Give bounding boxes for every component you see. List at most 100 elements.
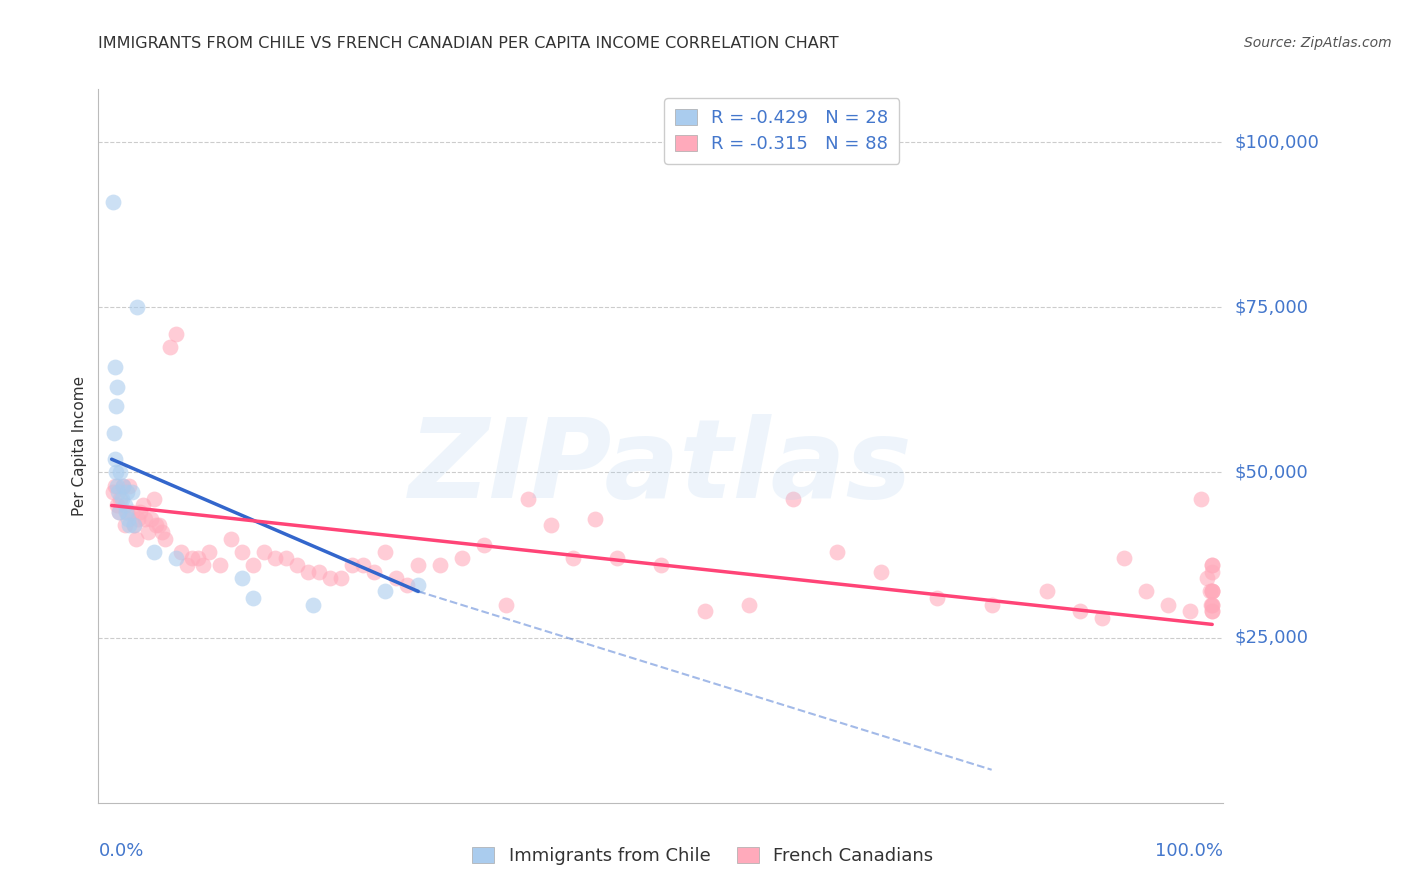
Point	[396, 578, 419, 592]
Point	[111, 478, 134, 492]
Point	[1091, 611, 1114, 625]
Point	[274, 551, 297, 566]
Point	[302, 598, 325, 612]
Point	[263, 551, 285, 566]
Point	[104, 359, 127, 374]
Point	[231, 545, 253, 559]
Text: 100.0%: 100.0%	[1156, 842, 1223, 860]
Point	[253, 545, 276, 559]
Point	[738, 598, 761, 612]
Point	[242, 558, 264, 572]
Point	[583, 511, 606, 525]
Point	[219, 532, 242, 546]
Point	[1201, 565, 1223, 579]
Text: $50,000: $50,000	[1234, 464, 1308, 482]
Point	[374, 545, 396, 559]
Point	[406, 578, 429, 592]
Legend: R = -0.429   N = 28, R = -0.315   N = 88: R = -0.429 N = 28, R = -0.315 N = 88	[665, 98, 900, 163]
Point	[122, 518, 145, 533]
Y-axis label: Per Capita Income: Per Capita Income	[72, 376, 87, 516]
Point	[606, 551, 628, 566]
Point	[125, 300, 148, 314]
Point	[870, 565, 893, 579]
Point	[108, 505, 131, 519]
Point	[101, 194, 124, 209]
Point	[474, 538, 496, 552]
Point	[121, 485, 143, 500]
Point	[1201, 598, 1223, 612]
Point	[136, 524, 159, 539]
Point	[1036, 584, 1059, 599]
Point	[142, 491, 165, 506]
Point	[193, 558, 215, 572]
Point	[114, 518, 136, 533]
Point	[340, 558, 363, 572]
Point	[1189, 491, 1212, 506]
Point	[451, 551, 474, 566]
Point	[782, 491, 804, 506]
Point	[495, 598, 517, 612]
Point	[127, 511, 149, 525]
Point	[104, 478, 127, 492]
Point	[125, 532, 148, 546]
Point	[104, 452, 127, 467]
Point	[117, 511, 139, 525]
Point	[561, 551, 583, 566]
Point	[103, 425, 125, 440]
Point	[1069, 604, 1091, 618]
Point	[142, 545, 165, 559]
Point	[1201, 604, 1223, 618]
Text: $25,000: $25,000	[1234, 629, 1309, 647]
Point	[231, 571, 253, 585]
Point	[108, 505, 131, 519]
Point	[1201, 584, 1223, 599]
Point	[141, 511, 163, 525]
Point	[159, 340, 181, 354]
Point	[242, 591, 264, 605]
Point	[308, 565, 330, 579]
Text: Source: ZipAtlas.com: Source: ZipAtlas.com	[1244, 36, 1392, 50]
Point	[105, 379, 128, 393]
Point	[187, 551, 209, 566]
Point	[110, 466, 132, 480]
Point	[145, 518, 167, 533]
Text: $75,000: $75,000	[1234, 298, 1309, 317]
Point	[650, 558, 672, 572]
Point	[517, 491, 540, 506]
Point	[165, 326, 187, 341]
Point	[1112, 551, 1135, 566]
Point	[385, 571, 408, 585]
Point	[1201, 604, 1223, 618]
Text: 0.0%: 0.0%	[98, 842, 143, 860]
Point	[105, 499, 128, 513]
Point	[134, 511, 156, 525]
Point	[107, 485, 129, 500]
Point	[285, 558, 308, 572]
Point	[406, 558, 429, 572]
Point	[115, 505, 138, 519]
Point	[105, 466, 128, 480]
Point	[129, 505, 152, 519]
Text: $100,000: $100,000	[1234, 133, 1319, 151]
Point	[1157, 598, 1180, 612]
Point	[330, 571, 353, 585]
Point	[121, 505, 143, 519]
Point	[540, 518, 562, 533]
Point	[363, 565, 385, 579]
Point	[197, 545, 219, 559]
Point	[115, 505, 138, 519]
Point	[110, 491, 132, 506]
Point	[1178, 604, 1201, 618]
Legend: Immigrants from Chile, French Canadians: Immigrants from Chile, French Canadians	[464, 838, 942, 874]
Point	[352, 558, 374, 572]
Point	[110, 491, 132, 506]
Point	[208, 558, 231, 572]
Point	[374, 584, 396, 599]
Point	[111, 478, 134, 492]
Point	[165, 551, 187, 566]
Point	[101, 485, 124, 500]
Point	[105, 478, 128, 492]
Point	[1201, 558, 1223, 572]
Point	[1201, 584, 1223, 599]
Point	[1195, 571, 1218, 585]
